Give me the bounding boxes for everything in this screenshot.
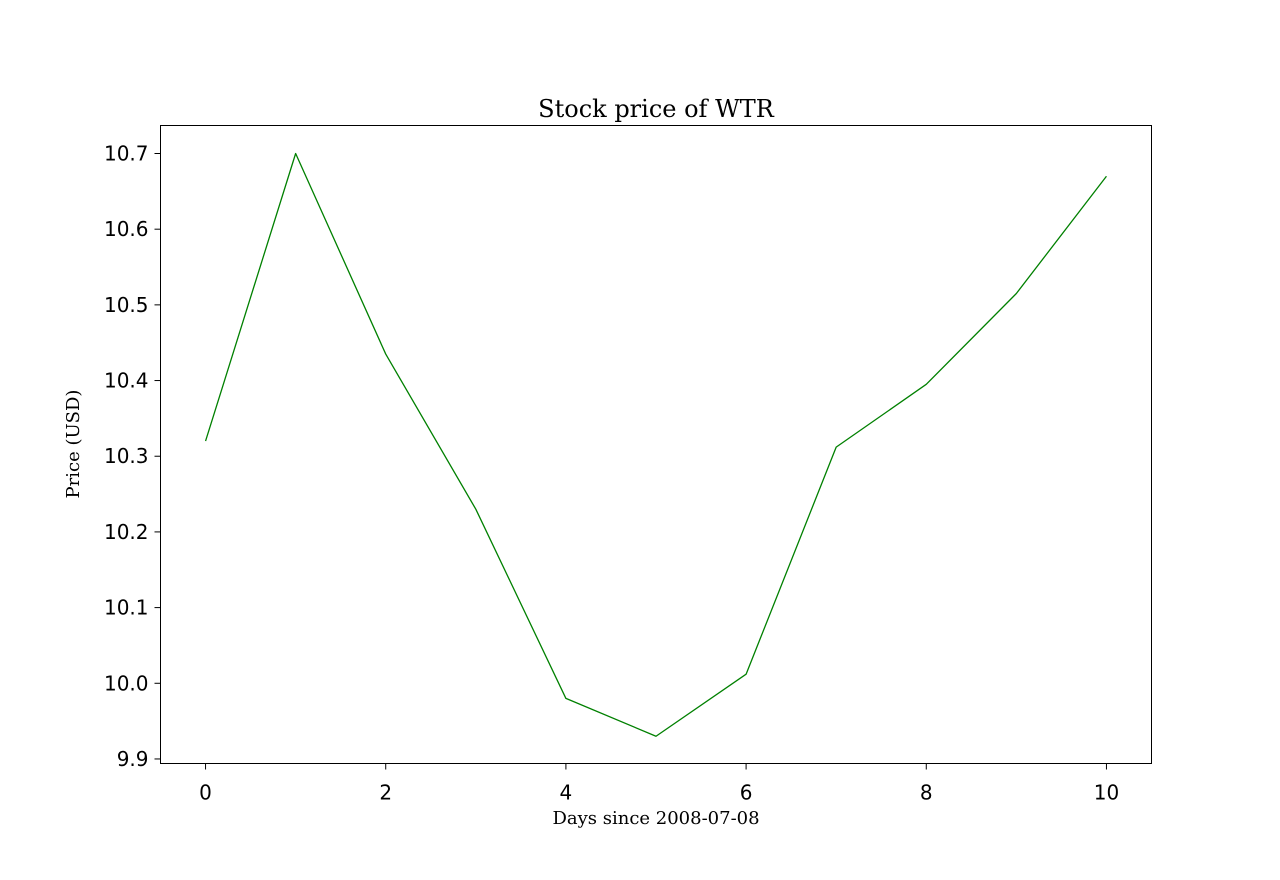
- x-axis: 0 2 4 6 8 10: [199, 763, 1119, 805]
- plot-area: 0 2 4 6 8 10 9.9 10.0 10.1 10.2 10.3 10.4 10.5 10.6 1…: [104, 125, 1152, 805]
- y-axis: 9.9 10.0 10.1 10.2 10.3 10.4 10.5 10.6 10.7: [104, 142, 161, 771]
- y-tick-label: 10.5: [104, 293, 149, 317]
- x-tick-label: 0: [199, 781, 212, 805]
- y-tick-label: 10.6: [104, 217, 149, 241]
- series-layer: [204, 152, 1107, 737]
- x-tick-label: 4: [560, 781, 573, 805]
- y-tick-label: 10.2: [104, 520, 149, 544]
- y-axis-label: Price (USD): [63, 390, 84, 499]
- y-tick-label: 10.0: [104, 671, 149, 695]
- x-tick-label: 2: [379, 781, 392, 805]
- series-line: [204, 152, 1107, 737]
- y-tick-label: 10.4: [104, 369, 149, 393]
- x-tick-label: 8: [920, 781, 933, 805]
- y-tick-label: 10.7: [104, 142, 149, 166]
- x-axis-label: Days since 2008-07-08: [552, 808, 759, 829]
- chart-title: Stock price of WTR: [538, 95, 775, 123]
- y-tick-label: 10.1: [104, 596, 149, 620]
- x-tick-label: 6: [740, 781, 753, 805]
- y-tick-label: 9.9: [117, 747, 149, 771]
- y-tick-label: 10.3: [104, 444, 149, 468]
- plot-frame: [160, 125, 1152, 764]
- x-tick-label: 10: [1094, 781, 1119, 805]
